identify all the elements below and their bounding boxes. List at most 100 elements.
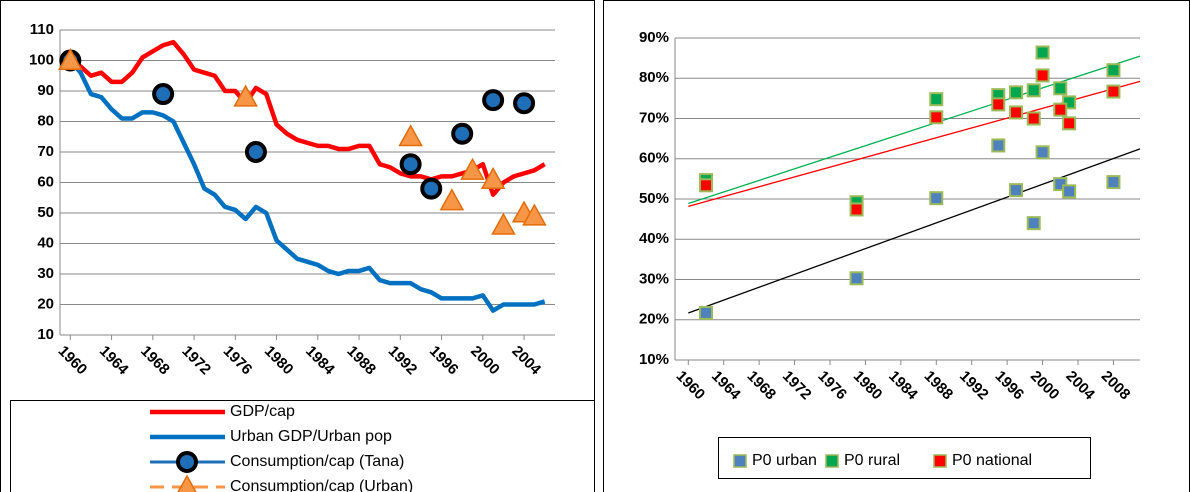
y-tick-label: 50 <box>37 204 54 221</box>
legend-label: P0 urban <box>752 452 817 469</box>
marker <box>1062 116 1077 131</box>
x-tick-label: 2004 <box>1062 368 1098 404</box>
legend-swatch <box>733 454 747 468</box>
y-tick-label: 80 <box>37 112 54 129</box>
x-tick-label: 1960 <box>673 368 709 404</box>
legend-label: Consumption/cap (Urban) <box>230 478 413 492</box>
y-tick-label: 60% <box>639 150 669 167</box>
marker <box>58 47 83 71</box>
x-tick-label: 1968 <box>137 343 173 379</box>
right-panel-frame <box>603 0 1190 492</box>
x-tick-label: 1992 <box>956 368 992 404</box>
x-tick-label: 1960 <box>55 343 91 379</box>
y-tick-label: 20% <box>639 311 669 328</box>
marker <box>849 202 864 217</box>
marker <box>244 141 267 163</box>
trendline <box>688 148 1141 314</box>
legend-label: P0 national <box>952 452 1032 469</box>
y-tick-label: 50% <box>639 190 669 207</box>
left-panel-frame <box>0 0 595 492</box>
y-tick-label: 40 <box>37 234 54 251</box>
y-tick-label: 70 <box>37 143 54 160</box>
marker <box>1026 216 1041 231</box>
y-tick-label: 60 <box>37 173 54 190</box>
marker <box>233 84 258 107</box>
marker <box>439 188 465 211</box>
y-tick-label: 40% <box>639 230 669 247</box>
y-tick-label: 10% <box>639 351 669 368</box>
marker <box>522 203 547 226</box>
trendline <box>688 55 1141 205</box>
x-tick-label: 1976 <box>220 343 256 379</box>
x-tick-label: 1972 <box>178 343 214 379</box>
marker <box>929 110 944 125</box>
x-tick-label: 1968 <box>744 368 780 404</box>
marker <box>1009 183 1023 198</box>
marker <box>991 138 1006 153</box>
x-tick-label: 1964 <box>96 343 132 379</box>
marker <box>177 474 197 492</box>
marker <box>1106 63 1121 78</box>
marker <box>1035 68 1050 83</box>
marker <box>699 178 713 193</box>
x-tick-label: 2000 <box>1027 368 1063 404</box>
left-legend-box <box>10 400 595 492</box>
x-tick-label: 1964 <box>708 368 744 404</box>
y-tick-label: 30% <box>639 270 669 287</box>
x-tick-label: 1980 <box>850 368 886 404</box>
marker <box>451 122 474 145</box>
marker <box>1009 85 1023 100</box>
marker <box>929 92 944 107</box>
marker <box>1106 84 1121 99</box>
marker <box>1026 83 1041 98</box>
y-tick-label: 30 <box>37 265 54 282</box>
marker <box>176 451 198 473</box>
marker <box>1053 102 1068 117</box>
marker <box>1035 45 1050 60</box>
marker <box>399 153 422 176</box>
y-tick-label: 20 <box>37 295 54 312</box>
marker <box>1106 175 1121 190</box>
marker <box>849 271 864 286</box>
y-tick-label: 10 <box>37 326 54 343</box>
y-tick-label: 90 <box>37 82 54 99</box>
marker <box>152 83 175 106</box>
x-tick-label: 1996 <box>992 368 1028 404</box>
marker <box>699 305 713 320</box>
x-tick-label: 1988 <box>921 368 957 404</box>
x-tick-label: 2004 <box>508 343 544 379</box>
legend-label: Consumption/cap (Tana) <box>230 453 404 470</box>
legend-label: GDP/cap <box>230 403 295 420</box>
x-tick-label: 1984 <box>302 343 338 379</box>
series-line <box>68 59 546 313</box>
y-tick-label: 80% <box>639 69 669 86</box>
y-tick-label: 110 <box>30 21 54 38</box>
legend-swatch <box>933 454 947 468</box>
y-tick-label: 90% <box>639 29 669 46</box>
legend-label: Urban GDP/Urban pop <box>230 428 392 445</box>
x-tick-label: 1992 <box>385 343 421 379</box>
x-tick-label: 1980 <box>261 343 297 379</box>
x-tick-label: 1988 <box>343 343 379 379</box>
marker <box>491 212 516 235</box>
marker <box>1026 111 1041 126</box>
x-tick-label: 1996 <box>426 343 462 379</box>
x-tick-label: 2008 <box>1098 368 1134 404</box>
marker <box>1009 105 1023 120</box>
x-tick-label: 1984 <box>885 368 921 404</box>
y-tick-label: 100 <box>29 51 54 68</box>
marker <box>482 89 505 112</box>
marker <box>420 177 443 200</box>
marker <box>1053 81 1068 96</box>
x-tick-label: 1972 <box>779 368 815 404</box>
marker <box>398 124 423 147</box>
marker <box>1062 184 1077 199</box>
right-legend-box <box>718 437 1091 479</box>
marker <box>929 191 944 206</box>
marker <box>460 157 485 180</box>
y-tick-label: 70% <box>639 109 669 126</box>
x-tick-label: 2000 <box>467 343 503 379</box>
marker <box>1035 145 1050 160</box>
marker <box>513 92 536 115</box>
